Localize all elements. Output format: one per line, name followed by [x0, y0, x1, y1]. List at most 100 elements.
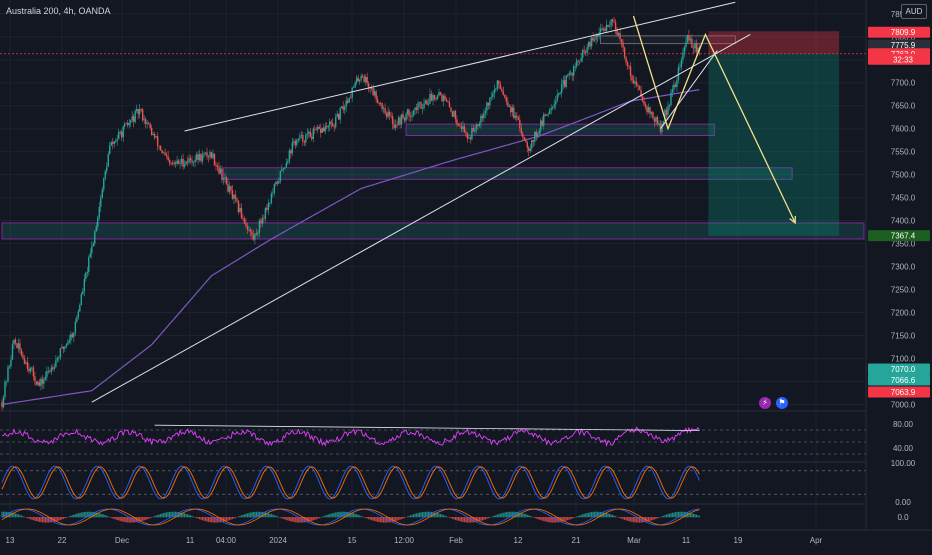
macd-histogram-bar [245, 514, 246, 518]
macd-histogram-bar [522, 513, 523, 517]
candle-body [512, 108, 513, 113]
candle-body [87, 272, 88, 273]
candle-body [10, 360, 11, 366]
price-axis[interactable]: 7850.07800.07750.07700.07650.07600.07550… [866, 0, 932, 530]
macd-histogram-bar [114, 517, 115, 519]
candle-body [565, 76, 566, 87]
candle-body [425, 100, 426, 103]
candle-body [356, 78, 357, 83]
macd-histogram-bar [298, 517, 299, 523]
macd-histogram-bar [408, 516, 409, 517]
flag-event-icon[interactable]: ⚑ [776, 397, 788, 409]
macd-histogram-bar [527, 515, 528, 518]
candle-body [117, 139, 118, 141]
candle-body [139, 109, 140, 114]
candle-body [179, 163, 180, 164]
candle-body [84, 279, 85, 291]
macd-histogram-bar [509, 512, 510, 518]
macd-histogram-bar [121, 517, 122, 521]
candle-body [646, 107, 647, 112]
candle-body [621, 39, 622, 43]
candle-body [488, 103, 489, 106]
candle-body [109, 146, 110, 154]
time-label: 12 [514, 536, 523, 545]
candle-body [537, 134, 538, 136]
candle-body [694, 43, 695, 48]
candle-body [209, 152, 210, 157]
candle-body [441, 95, 442, 102]
macd-histogram-bar [235, 517, 236, 518]
candle-body [411, 115, 412, 116]
candle-body [573, 66, 574, 75]
candle-body [115, 141, 116, 142]
macd-histogram-bar [274, 515, 275, 517]
candle-body [6, 381, 7, 382]
macd-histogram-bar [444, 516, 445, 518]
macd-histogram-bar [165, 513, 166, 518]
candle-body [245, 224, 246, 226]
macd-histogram-bar [464, 517, 465, 522]
macd-histogram-bar [4, 512, 5, 518]
macd-histogram-bar [295, 517, 296, 522]
candle-body [76, 317, 77, 322]
macd-histogram-bar [241, 515, 242, 517]
macd-histogram-bar [654, 517, 655, 519]
macd-histogram-bar [606, 513, 607, 517]
candle-body [503, 91, 504, 95]
candle-body [299, 136, 300, 138]
candle-body [468, 138, 469, 139]
candle-body [346, 100, 347, 106]
lightning-event-icon[interactable]: ⚡ [759, 397, 771, 409]
macd-histogram-bar [123, 517, 124, 522]
candle-body [435, 99, 436, 100]
candle-body [498, 81, 499, 85]
macd-histogram-bar [13, 513, 14, 517]
macd-histogram-bar [196, 517, 197, 518]
macd-histogram-bar [191, 516, 192, 517]
time-label: 13 [6, 536, 15, 545]
macd-histogram-bar [414, 514, 415, 518]
candle-body [542, 120, 543, 125]
macd-histogram-bar [676, 512, 677, 517]
macd-histogram-bar [58, 517, 59, 521]
macd-histogram-bar [699, 516, 700, 517]
macd-histogram-bar [416, 513, 417, 517]
candle-body [112, 142, 113, 144]
candle-body [257, 232, 258, 234]
candle-body [268, 203, 269, 210]
candle-body [455, 111, 456, 119]
macd-histogram-bar [356, 514, 357, 517]
candle-body [540, 120, 541, 130]
candle-body [304, 141, 305, 142]
candle-body [651, 112, 652, 114]
currency-button[interactable]: AUD [901, 4, 927, 19]
candle-body [329, 122, 330, 126]
candle-body [311, 137, 312, 139]
macd-histogram-bar [585, 513, 586, 517]
macd-histogram-bar [313, 517, 314, 520]
macd-histogram-bar [402, 517, 403, 519]
macd-histogram-bar [458, 517, 459, 521]
candle-body [399, 117, 400, 124]
macd-histogram-bar [423, 512, 424, 517]
symbol-title[interactable]: Australia 200, 4h, OANDA [6, 6, 111, 16]
macd-histogram-bar [253, 512, 254, 517]
candle-body [347, 100, 348, 102]
candle-body [669, 105, 670, 106]
macd-histogram-bar [607, 514, 608, 518]
macd-histogram-bar [145, 517, 146, 520]
candle-body [380, 103, 381, 104]
macd-histogram-bar [242, 515, 243, 518]
macd-histogram-bar [573, 517, 574, 518]
macd-histogram-bar [185, 514, 186, 517]
candle-body [628, 66, 629, 67]
macd-histogram-bar [326, 515, 327, 517]
candle-body [72, 334, 73, 337]
candle-body [155, 136, 156, 137]
stoch-axis-label: 0.00 [895, 498, 911, 507]
candle-body [504, 95, 505, 98]
candle-body [99, 207, 100, 217]
